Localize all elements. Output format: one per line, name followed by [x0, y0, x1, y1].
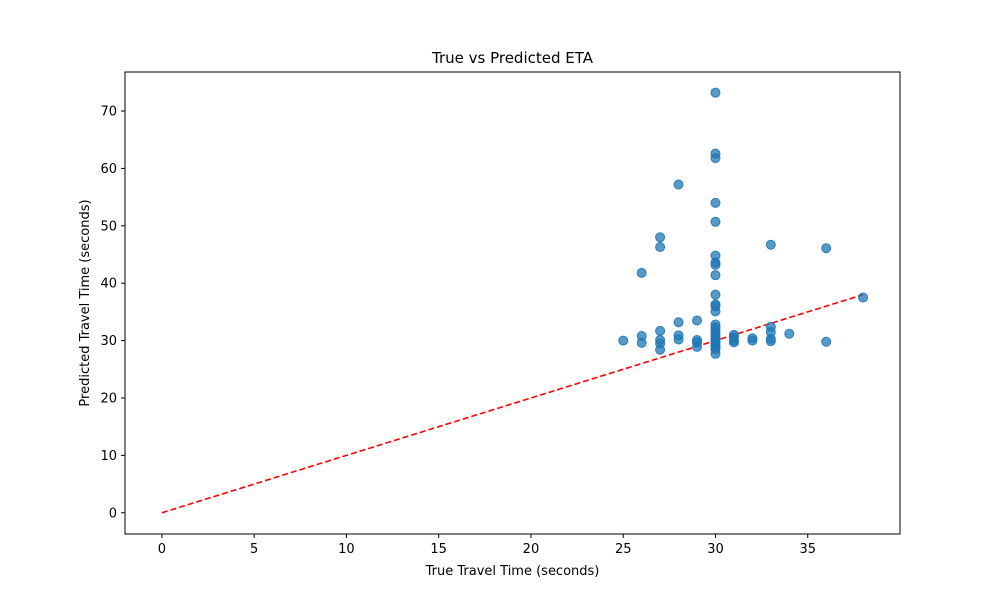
chart-title: True vs Predicted ETA — [431, 49, 594, 67]
data-point — [636, 267, 647, 278]
data-point — [673, 317, 684, 328]
data-point — [821, 336, 832, 347]
data-point — [710, 197, 721, 208]
data-point — [710, 348, 721, 359]
data-point — [821, 243, 832, 254]
data-point — [710, 153, 721, 164]
y-tick-label: 50 — [100, 219, 117, 234]
data-point — [728, 337, 739, 348]
y-tick-label: 30 — [100, 334, 117, 349]
x-tick-label: 15 — [430, 542, 447, 557]
data-point — [710, 306, 721, 317]
x-tick-label: 0 — [158, 542, 166, 557]
x-tick-label: 10 — [338, 542, 355, 557]
data-point — [858, 292, 869, 303]
data-point — [710, 216, 721, 227]
data-point — [618, 335, 629, 346]
y-tick-label: 40 — [100, 277, 117, 292]
x-tick-label: 30 — [707, 542, 724, 557]
data-point — [636, 337, 647, 348]
data-point — [673, 179, 684, 190]
plot-frame — [124, 71, 901, 535]
x-tick-label: 20 — [523, 542, 540, 557]
data-point — [710, 270, 721, 281]
y-tick-label: 70 — [100, 105, 117, 120]
data-point — [673, 334, 684, 345]
data-point — [710, 87, 721, 98]
data-point — [655, 325, 666, 336]
data-point — [710, 289, 721, 300]
data-point — [747, 335, 758, 346]
y-tick-label: 10 — [100, 449, 117, 464]
x-tick-label: 35 — [799, 542, 816, 557]
y-tick-label: 20 — [100, 391, 117, 406]
data-point — [655, 242, 666, 253]
data-point — [784, 328, 795, 339]
data-point — [765, 239, 776, 250]
x-tick-label: 5 — [250, 542, 258, 557]
y-tick-label: 60 — [100, 162, 117, 177]
reference-line — [161, 293, 864, 514]
data-point — [710, 259, 721, 270]
data-point — [655, 344, 666, 355]
x-axis-label: True Travel Time (seconds) — [425, 564, 600, 579]
y-axis-label: Predicted Travel Time (seconds) — [78, 199, 93, 406]
data-point — [765, 336, 776, 347]
data-point — [655, 232, 666, 243]
data-point — [692, 341, 703, 352]
x-tick-label: 25 — [615, 542, 632, 557]
y-tick-label: 0 — [109, 506, 117, 521]
data-point — [692, 315, 703, 326]
